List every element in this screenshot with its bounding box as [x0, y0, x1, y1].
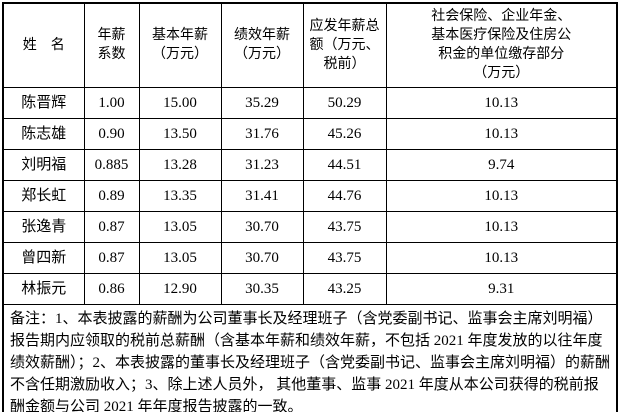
cell-insurance: 10.13: [385, 241, 618, 274]
cell-total-salary: 43.75: [302, 241, 387, 274]
cell-total-salary: 43.25: [302, 272, 387, 305]
cell-name: 郑长虹: [2, 179, 85, 212]
cell-performance-salary: 30.70: [220, 241, 304, 274]
cell-performance-salary: 30.70: [220, 210, 304, 243]
cell-insurance: 10.13: [385, 210, 618, 243]
cell-total-salary: 44.51: [302, 148, 387, 181]
table-body: 陈晋辉 1.00 15.00 35.29 50.29 10.13 陈志雄 0.9…: [2, 86, 618, 412]
cell-name: 刘明福: [2, 148, 85, 181]
cell-insurance: 10.13: [385, 117, 618, 150]
cell-total-salary: 45.26: [302, 117, 387, 150]
header-performance-salary: 绩效年薪 （万元）: [220, 2, 304, 88]
cell-name: 张逸青: [2, 210, 85, 243]
cell-insurance: 9.74: [385, 148, 618, 181]
cell-name: 陈晋辉: [2, 86, 85, 119]
cell-base-salary: 13.05: [138, 210, 222, 243]
header-total-salary: 应发年薪总 额（万元、 税前）: [302, 2, 387, 88]
table-row: 陈志雄 0.90 13.50 31.76 45.26 10.13: [2, 117, 618, 150]
table-row: 陈晋辉 1.00 15.00 35.29 50.29 10.13: [2, 86, 618, 119]
table-row: 郑长虹 0.89 13.35 31.41 44.76 10.13: [2, 179, 618, 212]
table-row: 张逸青 0.87 13.05 30.70 43.75 10.13: [2, 210, 618, 243]
cell-base-salary: 13.50: [138, 117, 222, 150]
cell-coefficient: 0.87: [83, 241, 140, 274]
cell-name: 曾四新: [2, 241, 85, 274]
cell-base-salary: 12.90: [138, 272, 222, 305]
cell-total-salary: 43.75: [302, 210, 387, 243]
cell-base-salary: 13.05: [138, 241, 222, 274]
cell-total-salary: 44.76: [302, 179, 387, 212]
header-insurance-contribution: 社会保险、企业年金、 基本医疗保险及住房公 积金的单位缴存部分 （万元）: [385, 2, 618, 88]
cell-coefficient: 1.00: [83, 86, 140, 119]
header-name: 姓 名: [2, 2, 85, 88]
cell-performance-salary: 31.23: [220, 148, 304, 181]
cell-base-salary: 13.28: [138, 148, 222, 181]
cell-coefficient: 0.87: [83, 210, 140, 243]
cell-base-salary: 13.35: [138, 179, 222, 212]
cell-insurance: 9.31: [385, 272, 618, 305]
cell-coefficient: 0.885: [83, 148, 140, 181]
cell-total-salary: 50.29: [302, 86, 387, 119]
cell-performance-salary: 31.41: [220, 179, 304, 212]
cell-performance-salary: 30.35: [220, 272, 304, 305]
cell-insurance: 10.13: [385, 179, 618, 212]
header-base-salary: 基本年薪 （万元）: [138, 2, 222, 88]
header-row: 姓 名 年薪 系数 基本年薪 （万元） 绩效年薪 （万元） 应发年薪总 额（万元…: [2, 2, 618, 88]
cell-performance-salary: 31.76: [220, 117, 304, 150]
table-note: 备注：1、本表披露的薪酬为公司董事长及经理班子（含党委副书记、监事会主席刘明福）…: [2, 303, 618, 412]
table-row: 曾四新 0.87 13.05 30.70 43.75 10.13: [2, 241, 618, 274]
table-header: 姓 名 年薪 系数 基本年薪 （万元） 绩效年薪 （万元） 应发年薪总 额（万元…: [2, 2, 618, 88]
header-coefficient: 年薪 系数: [83, 2, 140, 88]
cell-name: 林振元: [2, 272, 85, 305]
note-row: 备注：1、本表披露的薪酬为公司董事长及经理班子（含党委副书记、监事会主席刘明福）…: [2, 303, 618, 412]
cell-insurance: 10.13: [385, 86, 618, 119]
table-row: 刘明福 0.885 13.28 31.23 44.51 9.74: [2, 148, 618, 181]
cell-base-salary: 15.00: [138, 86, 222, 119]
cell-performance-salary: 35.29: [220, 86, 304, 119]
cell-coefficient: 0.89: [83, 179, 140, 212]
cell-coefficient: 0.86: [83, 272, 140, 305]
table-row: 林振元 0.86 12.90 30.35 43.25 9.31: [2, 272, 618, 305]
cell-coefficient: 0.90: [83, 117, 140, 150]
cell-name: 陈志雄: [2, 117, 85, 150]
